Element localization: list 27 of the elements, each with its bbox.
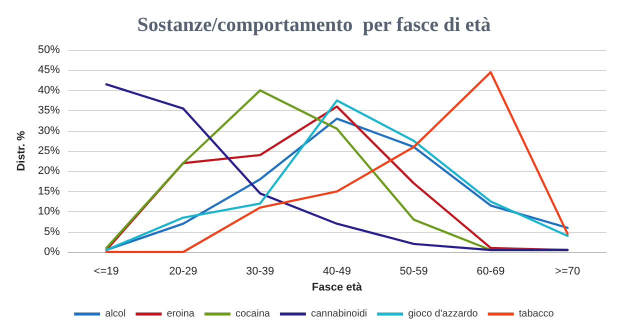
legend-label: cannabinoidi: [310, 308, 368, 320]
y-tick-label: 15%: [38, 185, 60, 198]
x-tick-label: 20-29: [169, 266, 198, 278]
y-axis-title: Distr. %: [16, 130, 28, 172]
legend-label: alcol: [105, 308, 126, 320]
y-tick-label: 5%: [44, 226, 60, 238]
legend-label: eroina: [166, 308, 195, 320]
legend-label: tabacco: [518, 308, 554, 320]
x-tick-label: 50-59: [400, 266, 428, 278]
y-tick-label: 30%: [38, 124, 60, 137]
y-tick-label: 40%: [38, 84, 60, 96]
x-tick-label: <=19: [94, 266, 119, 278]
x-axis-title: Fasce età: [312, 281, 363, 294]
y-tick-label: 45%: [38, 64, 60, 76]
x-tick-label: 60-69: [476, 266, 505, 278]
x-tick-label: 30-39: [246, 266, 274, 278]
legend-label: cocaina: [235, 308, 270, 320]
chart-title: Sostanze/comportamento per fasce di età: [137, 14, 491, 36]
y-tick-label: 50%: [38, 44, 60, 56]
legend-label: gioco d'azzardo: [408, 308, 478, 320]
y-tick-label: 25%: [38, 145, 60, 157]
y-tick-label: 35%: [38, 104, 60, 117]
y-tick-label: 0%: [44, 246, 60, 258]
x-tick-label: >=70: [555, 266, 580, 278]
y-tick-label: 10%: [38, 206, 60, 218]
x-tick-label: 40-49: [322, 266, 352, 278]
y-tick-label: 20%: [38, 165, 60, 178]
